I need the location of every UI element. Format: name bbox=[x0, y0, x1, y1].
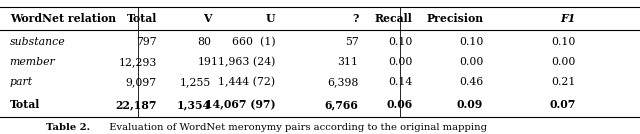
Text: 0.21: 0.21 bbox=[552, 77, 576, 87]
Text: 22,187: 22,187 bbox=[115, 99, 157, 110]
Text: U: U bbox=[266, 13, 275, 24]
Text: Total: Total bbox=[127, 13, 157, 24]
Text: member: member bbox=[10, 57, 55, 67]
Text: Evaluation of WordNet meronymy pairs according to the original mapping: Evaluation of WordNet meronymy pairs acc… bbox=[103, 123, 487, 132]
Text: 14,067 (97): 14,067 (97) bbox=[205, 99, 275, 110]
Text: 0.00: 0.00 bbox=[552, 57, 576, 67]
Text: 0.10: 0.10 bbox=[552, 37, 576, 47]
Text: 57: 57 bbox=[345, 37, 358, 47]
Text: Table 2.: Table 2. bbox=[46, 123, 90, 132]
Text: 0.00: 0.00 bbox=[388, 57, 413, 67]
Text: 1,255: 1,255 bbox=[180, 77, 211, 87]
Text: part: part bbox=[10, 77, 33, 87]
Text: 80: 80 bbox=[197, 37, 211, 47]
Text: V: V bbox=[203, 13, 211, 24]
Text: 11,963 (24): 11,963 (24) bbox=[211, 57, 275, 68]
Text: 0.10: 0.10 bbox=[459, 37, 483, 47]
Text: 6,766: 6,766 bbox=[324, 99, 358, 110]
Text: Recall: Recall bbox=[375, 13, 413, 24]
Text: 1,444 (72): 1,444 (72) bbox=[218, 77, 275, 88]
Text: 19: 19 bbox=[197, 57, 211, 67]
Text: 660  (1): 660 (1) bbox=[232, 37, 275, 47]
Text: 797: 797 bbox=[136, 37, 157, 47]
Text: 311: 311 bbox=[337, 57, 358, 67]
Text: 6,398: 6,398 bbox=[327, 77, 358, 87]
Text: 1,354: 1,354 bbox=[177, 99, 211, 110]
Text: 12,293: 12,293 bbox=[118, 57, 157, 67]
Text: 0.46: 0.46 bbox=[459, 77, 483, 87]
Text: 0.10: 0.10 bbox=[388, 37, 413, 47]
Text: 9,097: 9,097 bbox=[125, 77, 157, 87]
Text: WordNet relation: WordNet relation bbox=[10, 13, 116, 24]
Text: substance: substance bbox=[10, 37, 65, 47]
Text: ?: ? bbox=[352, 13, 358, 24]
Text: 0.06: 0.06 bbox=[387, 99, 413, 110]
Text: F1: F1 bbox=[561, 13, 576, 24]
Text: 0.14: 0.14 bbox=[388, 77, 413, 87]
Text: 0.09: 0.09 bbox=[457, 99, 483, 110]
Text: 0.07: 0.07 bbox=[550, 99, 576, 110]
Text: 0.00: 0.00 bbox=[459, 57, 483, 67]
Text: Total: Total bbox=[10, 99, 40, 110]
Text: Precision: Precision bbox=[426, 13, 483, 24]
